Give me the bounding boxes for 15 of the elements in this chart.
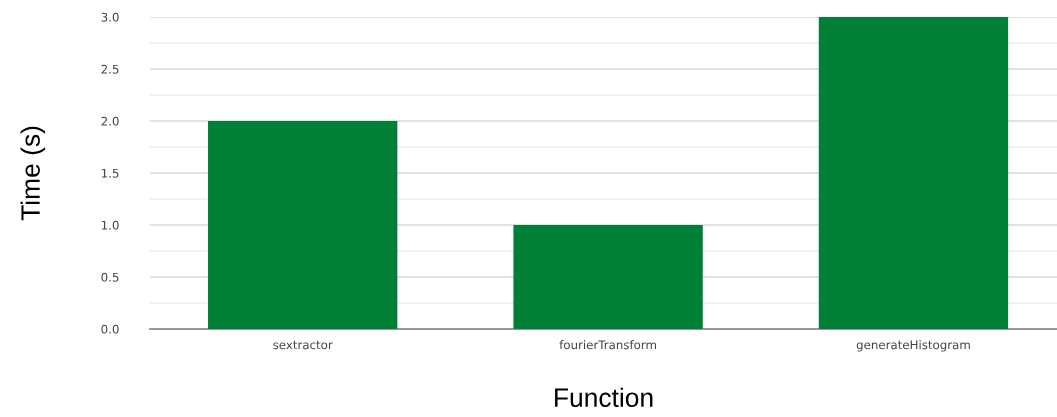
x-tick-label: generateHistogram [856, 340, 970, 352]
bar [818, 17, 1009, 329]
x-tick-label: fourierTransform [559, 340, 656, 350]
y-tick-label: 1.5 [101, 168, 119, 178]
y-tick-label: 1.0 [101, 220, 119, 230]
y-axis-title: Time (s) [20, 126, 46, 221]
x-axis-title: Function [555, 387, 653, 408]
y-tick-label: 3.0 [101, 12, 119, 22]
y-tick-label: 2.5 [101, 64, 119, 74]
y-tick-label: 2.0 [101, 116, 119, 126]
bar [208, 121, 398, 329]
x-tick-label: sextractor [273, 340, 333, 350]
y-tick-label: 0.0 [101, 324, 119, 334]
bar [513, 225, 703, 329]
y-tick-label: 0.5 [101, 272, 119, 282]
